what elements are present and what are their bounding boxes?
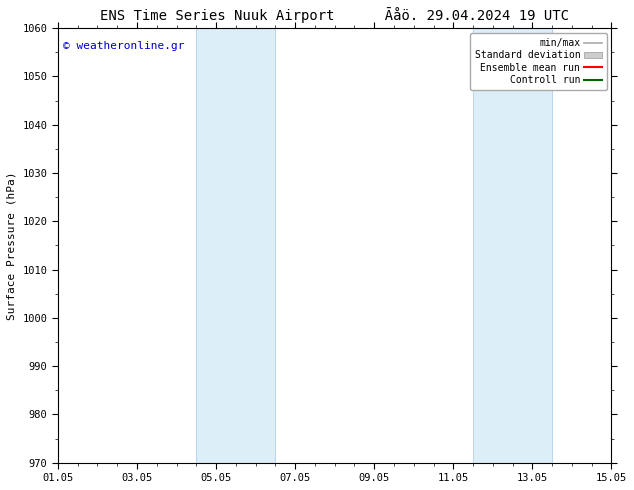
Title: ENS Time Series Nuuk Airport      Āåö. 29.04.2024 19 UTC: ENS Time Series Nuuk Airport Āåö. 29.04.…	[100, 7, 569, 23]
Text: © weatheronline.gr: © weatheronline.gr	[63, 41, 185, 51]
Y-axis label: Surface Pressure (hPa): Surface Pressure (hPa)	[7, 171, 17, 319]
Bar	[473, 28, 552, 463]
Legend: min/max, Standard deviation, Ensemble mean run, Controll run: min/max, Standard deviation, Ensemble me…	[470, 33, 607, 90]
Bar	[197, 28, 275, 463]
